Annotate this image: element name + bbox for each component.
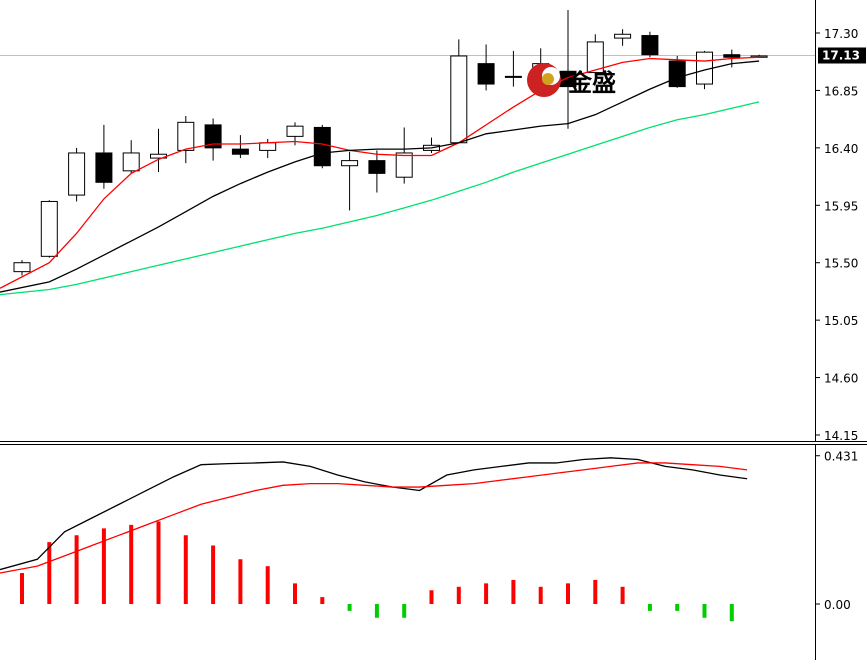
candle-body: [122, 152, 140, 172]
candle: [68, 147, 86, 202]
candle-body: [723, 54, 741, 58]
candle-body: [341, 160, 359, 167]
candle: [668, 55, 686, 88]
candle: [395, 127, 413, 184]
price-tick-label: 15.95: [824, 199, 858, 213]
candle-body: [668, 60, 686, 88]
candle: [368, 150, 386, 193]
moving-average-line: [0, 56, 760, 289]
candle-body: [286, 125, 304, 137]
candle-body: [477, 63, 495, 85]
candle-body: [40, 200, 58, 257]
candle-body: [313, 126, 331, 167]
macd-line: [0, 457, 748, 571]
candle-body: [204, 124, 222, 149]
candle: [477, 44, 495, 91]
moving-average-line: [0, 60, 760, 293]
price-tick-label: 14.60: [824, 372, 858, 386]
candle: [40, 200, 58, 258]
price-tick-label: 14.15: [824, 429, 858, 443]
candle: [423, 137, 440, 153]
candle-body: [231, 148, 249, 155]
candle-body: [614, 33, 632, 39]
candle-body: [13, 262, 31, 273]
logo-watermark: 金盛: [527, 63, 616, 97]
macd-tick-label: 0.00: [824, 598, 851, 612]
logo-text: 金盛: [567, 69, 616, 97]
candle: [450, 39, 468, 144]
price-tick-label: 16.40: [824, 142, 858, 156]
price-panel: [13, 10, 768, 276]
candle: [177, 115, 195, 164]
candle-body: [259, 142, 277, 151]
candle: [586, 34, 604, 77]
candle: [13, 260, 31, 276]
price-tick-label: 15.50: [824, 257, 858, 271]
candle-body: [450, 55, 468, 144]
moving-average-line: [0, 101, 760, 296]
candle-body: [586, 41, 604, 74]
candle: [313, 124, 331, 169]
candle: [122, 140, 140, 174]
candle-body: [95, 152, 113, 183]
candle: [95, 124, 113, 189]
candle: [259, 138, 277, 159]
signal-line: [0, 462, 748, 574]
candle: [504, 50, 522, 87]
candle-body: [641, 35, 659, 56]
candle-body: [395, 152, 413, 178]
logo-icon-core: [542, 73, 554, 85]
price-tick-label: 16.85: [824, 84, 858, 98]
price-label-text: 17.13: [822, 49, 860, 63]
candle: [204, 118, 222, 161]
price-tick-label: 17.30: [824, 27, 858, 41]
candle-body: [177, 121, 195, 151]
candle: [231, 135, 249, 159]
candle-body: [368, 160, 386, 174]
candle: [559, 10, 577, 129]
macd-tick-label: 0.431: [824, 450, 858, 464]
current-price-label: 17.13: [818, 47, 866, 64]
candle: [641, 31, 659, 58]
candle: [614, 29, 632, 46]
price-tick-label: 15.05: [824, 314, 858, 328]
macd-panel: [0, 457, 748, 622]
candle-body: [68, 152, 86, 196]
candle: [341, 151, 359, 211]
price-axis: 17.30 16.85 16.40 15.95 15.50 15.05 14.60 14.15: [815, 27, 858, 443]
price-label-background: [818, 47, 866, 64]
moving-average-layer: [0, 56, 760, 296]
candle: [150, 128, 167, 173]
candle-body: [504, 75, 522, 78]
